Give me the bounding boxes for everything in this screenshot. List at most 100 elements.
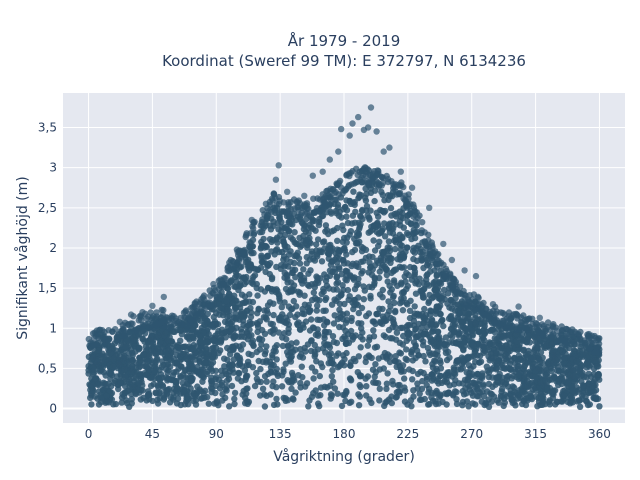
scatter-point [524,378,531,385]
scatter-point [478,398,485,405]
scatter-point [250,225,257,232]
scatter-point [412,218,419,225]
scatter-point [281,242,288,249]
scatter-point [303,200,311,207]
scatter-point [446,354,453,361]
scatter-point [336,265,343,273]
scatter-point [108,382,115,390]
scatter-point [588,340,595,347]
scatter-point [97,358,105,366]
scatter-point [227,320,234,327]
scatter-point [434,352,441,359]
scatter-point [305,308,312,315]
scatter-point [107,375,114,382]
scatter-point [191,309,198,316]
scatter-point [251,272,259,279]
scatter-point [253,280,260,288]
scatter-point [282,223,289,231]
scatter-point [502,321,510,329]
scatter-point [585,370,592,377]
scatter-point [376,305,383,312]
scatter-point [514,347,521,354]
scatter-point [177,337,184,344]
scatter-point [568,331,575,339]
scatter-point [209,367,216,375]
scatter-point [371,247,379,254]
scatter-point [118,399,125,406]
scatter-point [96,326,103,334]
scatter-point [221,355,228,362]
scatter-point [383,380,391,387]
scatter-point [388,212,395,219]
scatter-point [116,318,124,325]
scatter-point [110,355,117,362]
scatter-point [288,216,296,223]
scatter-point [453,358,460,365]
scatter-point [203,345,210,352]
scatter-point [544,383,551,390]
scatter-point [151,368,158,375]
scatter-point [181,401,188,408]
scatter-point [180,343,187,351]
scatter-point [575,330,582,338]
scatter-point [489,374,496,381]
scatter-point [403,346,410,353]
scatter-point [94,380,102,388]
scatter-point [576,397,583,404]
scatter-point [246,291,253,298]
scatter-point [235,333,242,340]
scatter-point [349,120,356,127]
scatter-point [396,208,403,215]
scatter-point [151,349,158,357]
scatter-point [372,361,379,368]
scatter-point [197,350,204,357]
scatter-point [350,199,357,206]
scatter-point [498,364,506,371]
scatter-point [296,234,303,242]
scatter-point [396,389,403,396]
scatter-point [220,293,227,300]
scatter-point [367,295,374,302]
scatter-point [288,353,295,360]
scatter-point [366,283,373,290]
y-tick-label: 0 [49,402,57,416]
scatter-point [302,237,310,244]
y-axis-title: Signifikant våghöjd (m) [14,176,31,339]
scatter-point [443,375,450,383]
scatter-point [348,398,355,405]
scatter-point [343,251,350,258]
scatter-point [182,374,189,381]
scatter-point [558,327,566,335]
scatter-point [318,258,326,265]
scatter-point [508,357,515,364]
scatter-point [522,320,529,328]
scatter-point [428,253,435,260]
scatter-point [355,113,362,121]
scatter-point [329,333,337,340]
scatter-point [316,316,323,324]
scatter-point [334,181,341,188]
scatter-point [565,378,572,386]
scatter-point [415,320,422,328]
scatter-point [165,324,172,332]
scatter-point [469,331,476,338]
scatter-point [316,372,323,380]
scatter-point [379,191,386,199]
scatter-point [377,206,384,214]
scatter-point [535,329,542,336]
scatter-point [121,366,128,373]
scatter-point [326,156,333,163]
scatter-point [242,232,250,239]
scatter-point [282,395,289,402]
scatter-point [443,401,450,408]
scatter-point [119,327,127,335]
scatter-point [559,398,566,405]
y-tick-label: 2,5 [38,201,57,215]
scatter-point [294,311,301,318]
scatter-point [358,207,366,215]
scatter-point [328,301,336,308]
scatter-point [387,204,395,212]
scatter-point [385,308,393,315]
scatter-point [235,369,242,377]
scatter-point [312,280,319,287]
